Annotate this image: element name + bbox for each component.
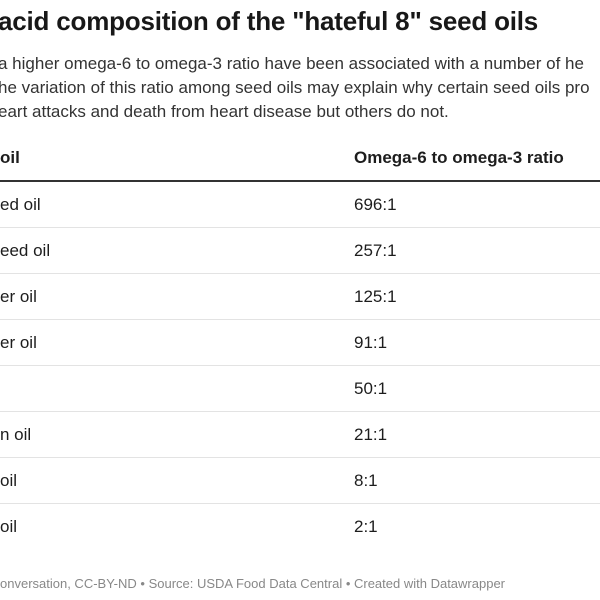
ratio-cell: 91:1: [354, 333, 388, 352]
table-row: eed oil 257:1: [0, 228, 600, 274]
table-row: n oil 21:1: [0, 412, 600, 458]
page-title: acid composition of the "hateful 8" seed…: [0, 6, 539, 36]
table-header: oil Omega-6 to omega-3 ratio: [0, 136, 600, 182]
table-row: oil 2:1: [0, 504, 600, 549]
chart-description: a higher omega-6 to omega-3 ratio have b…: [0, 52, 600, 124]
table-row: er oil 91:1: [0, 320, 600, 366]
table-row: oil 8:1: [0, 458, 600, 504]
oil-cell: er oil: [0, 287, 37, 306]
oil-cell: ed oil: [0, 195, 41, 214]
oil-cell: er oil: [0, 333, 37, 352]
seed-oil-table: oil Omega-6 to omega-3 ratio ed oil 696:…: [0, 136, 600, 549]
description-line: he variation of this ratio among seed oi…: [0, 78, 590, 97]
source-footer: onversation, CC-BY-ND • Source: USDA Foo…: [0, 576, 506, 591]
oil-cell: oil: [0, 517, 18, 536]
ratio-cell: 696:1: [354, 195, 397, 214]
table-row: ed oil 696:1: [0, 182, 600, 228]
column-header-oil[interactable]: oil: [0, 148, 20, 167]
oil-cell: n oil: [0, 425, 32, 444]
oil-cell: eed oil: [0, 241, 51, 260]
ratio-cell: 21:1: [354, 425, 388, 444]
description-line: eart attacks and death from heart diseas…: [0, 102, 449, 121]
oil-cell: oil: [0, 471, 18, 490]
column-header-ratio[interactable]: Omega-6 to omega-3 ratio: [354, 148, 564, 167]
ratio-cell: 125:1: [354, 287, 397, 306]
ratio-cell: 50:1: [354, 379, 388, 398]
ratio-cell: 2:1: [354, 517, 378, 536]
ratio-cell: 257:1: [354, 241, 397, 260]
description-line: a higher omega-6 to omega-3 ratio have b…: [0, 54, 584, 73]
table-row: 50:1: [0, 366, 600, 412]
ratio-cell: 8:1: [354, 471, 378, 490]
table-row: er oil 125:1: [0, 274, 600, 320]
